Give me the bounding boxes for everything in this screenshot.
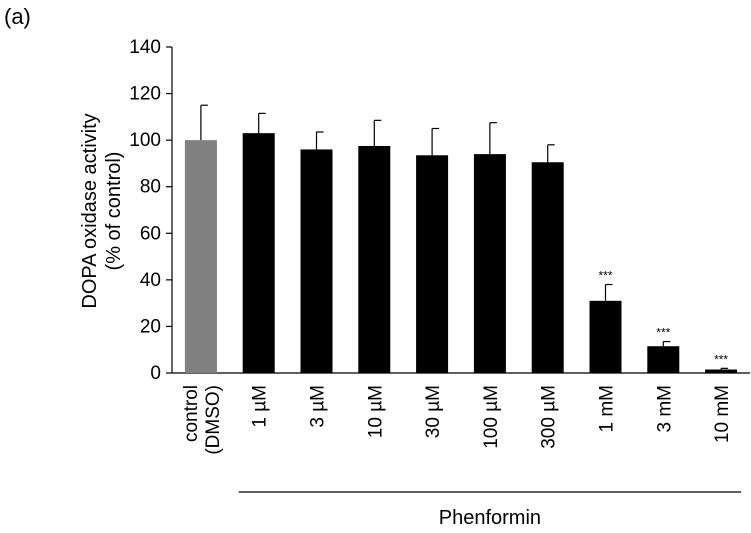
x-tick-label-8: 3 mM (654, 385, 675, 433)
y-tick-label-5: 100 (129, 130, 161, 151)
significance-mark-9: *** (714, 352, 728, 366)
y-tick-label-4: 80 (140, 177, 161, 198)
bar-6 (531, 162, 564, 373)
y-tick-label-0: 0 (150, 363, 161, 384)
bar-7 (589, 300, 622, 373)
x-tick-label-7: 1 mM (597, 385, 618, 433)
y-axis-label-line-2: (% of control) (103, 152, 125, 271)
bar-4 (416, 155, 449, 373)
x-tick-label-5: 100 µM (481, 385, 502, 449)
y-tick-label-3: 60 (140, 223, 161, 244)
plot-area: 0 20 40 60 80 100 120 140 *** *** *** control (DMSO)… (129, 37, 750, 529)
y-tick-label-1: 20 (140, 316, 161, 337)
significance-mark-8: *** (656, 326, 670, 340)
bar-1 (242, 133, 275, 373)
x-tick-label-2: 3 µM (308, 385, 329, 428)
bar-3 (358, 145, 391, 373)
y-axis-label-line-1: DOPA oxidase activity (79, 113, 101, 308)
bar-0 (184, 140, 217, 373)
y-tick-label-7: 140 (129, 37, 161, 58)
bar-2 (300, 149, 333, 373)
significance-mark-7: *** (598, 269, 612, 283)
x-tick-label-1: 1 µM (250, 385, 271, 428)
bar-9 (705, 369, 738, 373)
x-axis-label: Phenformin (439, 507, 541, 529)
x-tick-label-9: 10 mM (712, 385, 733, 443)
x-tick-label-3: 10 µM (365, 385, 386, 438)
x-tick-label-0-line-2: (DMSO) (203, 385, 224, 455)
y-axis-label: DOPA oxidase activity (% of control) (79, 113, 125, 308)
x-tick-label-0-line-1: control (181, 385, 202, 442)
y-tick-label-6: 120 (129, 84, 161, 105)
x-tick-label-4: 30 µM (423, 385, 444, 438)
x-tick-label-6: 300 µM (539, 385, 560, 449)
y-tick-label-2: 40 (140, 270, 161, 291)
bar-8 (647, 346, 680, 373)
panel-label: (a) (4, 4, 31, 29)
bar-5 (473, 154, 506, 373)
